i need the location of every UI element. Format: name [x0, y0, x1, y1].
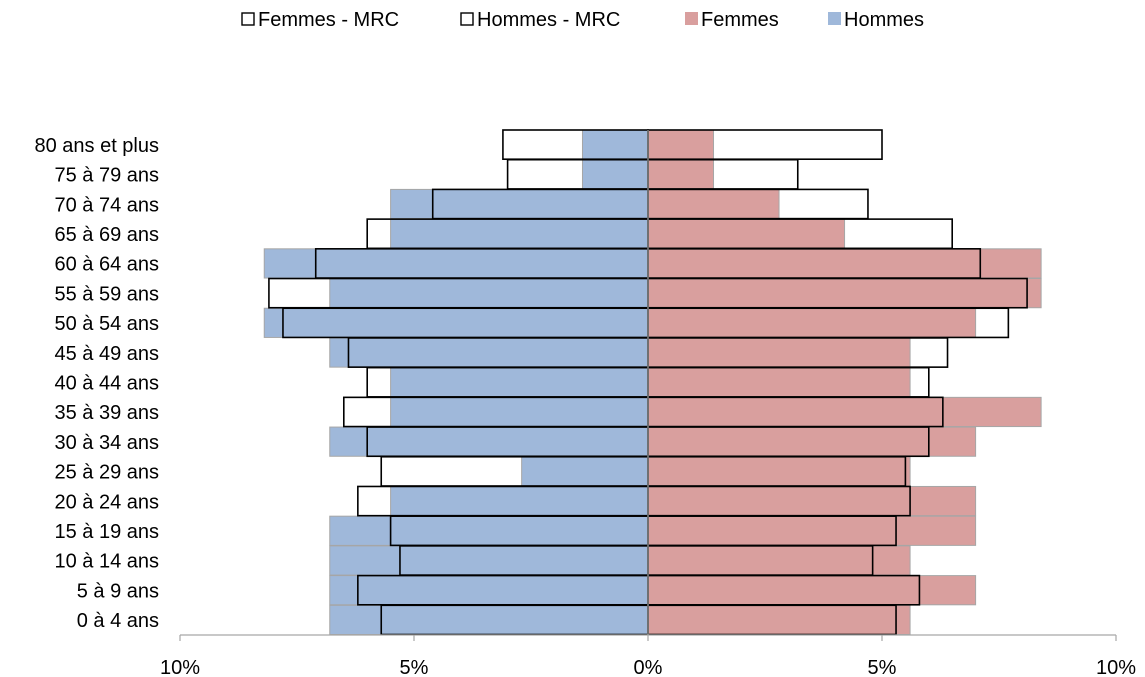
y-tick-label-25-a-29-ans: 25 à 29 ans — [54, 462, 159, 484]
y-tick-label-30-a-34-ans: 30 à 34 ans — [54, 432, 159, 454]
legend-label-hommes-mrc: Hommes - MRC — [477, 9, 620, 31]
legend-swatch-hommes-mrc — [460, 12, 474, 26]
fill-bars — [263, 129, 1042, 636]
legend-label-hommes: Hommes — [844, 9, 924, 31]
bar-hommes-70-a-74-ans — [390, 188, 649, 220]
bar-femmes-50-a-54-ans — [647, 307, 977, 338]
y-tick-label-50-a-54-ans: 50 à 54 ans — [54, 313, 159, 335]
bar-hommes-0-a-4-ans — [329, 604, 649, 636]
bar-femmes-80-ans-et-plus — [647, 129, 715, 160]
bar-femmes-20-a-24-ans — [647, 485, 977, 517]
bar-femmes-25-a-29-ans — [647, 456, 911, 487]
bar-hommes-65-a-69-ans — [390, 218, 649, 249]
bar-femmes-10-a-14-ans — [647, 545, 911, 576]
y-tick-label-20-a-24-ans: 20 à 24 ans — [54, 491, 159, 513]
x-tick-label: 10% — [160, 657, 200, 677]
bar-femmes-35-a-39-ans — [647, 396, 1042, 428]
y-tick-label-75-a-79-ans: 75 à 79 ans — [54, 165, 159, 187]
y-tick-label-80-ans-et-plus: 80 ans et plus — [34, 135, 159, 157]
y-tick-label-5-a-9-ans: 5 à 9 ans — [77, 580, 159, 602]
bar-hommes-30-a-34-ans — [329, 426, 649, 457]
x-tick-label: 5% — [400, 657, 429, 677]
bar-hommes-10-a-14-ans — [329, 545, 649, 576]
legend-label-femmes-mrc: Femmes - MRC — [258, 9, 399, 31]
y-axis-labels: 0 à 4 ans 5 à 9 ans 10 à 14 ans 15 à 19 ans… — [34, 135, 159, 632]
bar-hommes-55-a-59-ans — [329, 278, 649, 309]
bar-hommes-45-a-49-ans — [329, 337, 649, 368]
y-tick-label-65-a-69-ans: 65 à 69 ans — [54, 224, 159, 246]
bar-hommes-80-ans-et-plus — [581, 129, 649, 160]
x-tick-label: 0% — [634, 657, 663, 677]
legend-label-femmes: Femmes — [701, 9, 779, 31]
bar-hommes-40-a-44-ans — [390, 367, 649, 398]
y-tick-label-55-a-59-ans: 55 à 59 ans — [54, 283, 159, 305]
bar-femmes-45-a-49-ans — [647, 337, 911, 368]
y-tick-label-0-a-4-ans: 0 à 4 ans — [77, 610, 159, 632]
legend: Femmes - MRC Hommes - MRC Femmes Hommes — [241, 9, 924, 31]
bar-femmes-0-a-4-ans — [647, 604, 911, 636]
y-tick-label-35-a-39-ans: 35 à 39 ans — [54, 402, 159, 424]
bar-hommes-20-a-24-ans — [390, 485, 649, 517]
bar-femmes-75-a-79-ans — [647, 159, 715, 190]
bar-femmes-60-a-64-ans — [647, 248, 1042, 279]
y-tick-label-70-a-74-ans: 70 à 74 ans — [54, 194, 159, 216]
bar-femmes-55-a-59-ans — [647, 278, 1042, 309]
y-tick-label-60-a-64-ans: 60 à 64 ans — [54, 254, 159, 276]
bar-femmes-30-a-34-ans — [647, 426, 977, 457]
x-axis-labels: 10% 5% 0% 5% 10% — [160, 657, 1136, 677]
bar-femmes-5-a-9-ans — [647, 575, 977, 606]
bar-femmes-15-a-19-ans — [647, 515, 977, 546]
y-tick-label-10-a-14-ans: 10 à 14 ans — [54, 551, 159, 573]
y-tick-label-15-a-19-ans: 15 à 19 ans — [54, 521, 159, 543]
bar-hommes-75-a-79-ans — [581, 159, 649, 190]
bar-hommes-35-a-39-ans — [390, 396, 649, 428]
bar-femmes-70-a-74-ans — [647, 188, 780, 220]
y-tick-label-40-a-44-ans: 40 à 44 ans — [54, 373, 159, 395]
legend-swatch-femmes-mrc — [241, 12, 255, 26]
bar-hommes-60-a-64-ans — [263, 248, 649, 279]
bar-hommes-25-a-29-ans — [521, 456, 649, 487]
x-tick-label: 5% — [868, 657, 897, 677]
y-tick-label-45-a-49-ans: 45 à 49 ans — [54, 343, 159, 365]
bar-hommes-5-a-9-ans — [329, 575, 649, 606]
bar-femmes-65-a-69-ans — [647, 218, 846, 249]
bar-femmes-40-a-44-ans — [647, 367, 911, 398]
axes — [179, 130, 1117, 641]
x-tick-label: 10% — [1096, 657, 1136, 677]
bar-hommes-15-a-19-ans — [329, 515, 649, 546]
legend-swatch-femmes — [685, 12, 698, 25]
legend-swatch-hommes — [828, 12, 841, 25]
bar-hommes-50-a-54-ans — [263, 307, 649, 338]
